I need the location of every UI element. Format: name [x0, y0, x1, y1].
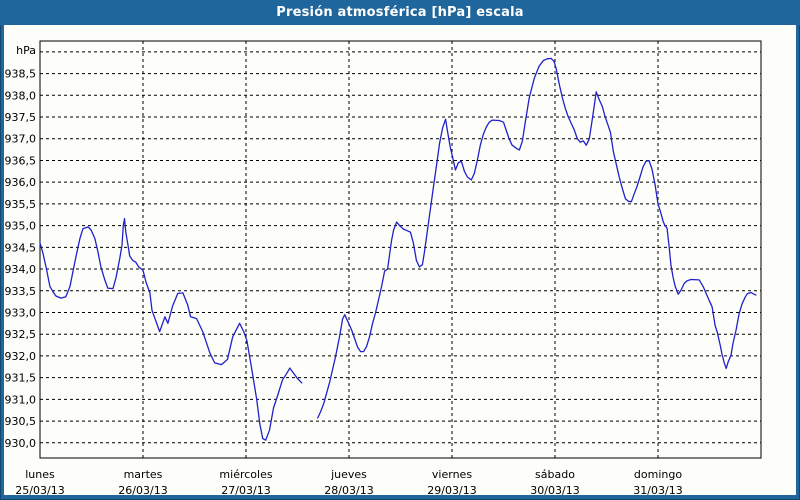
x-day-date: 29/03/13 — [427, 484, 476, 497]
y-tick-label: 931,0 — [5, 393, 37, 406]
y-tick-label: 938,5 — [5, 68, 37, 81]
window-titlebar: Presión atmosférica [hPa] escala — [0, 0, 800, 25]
y-tick-label: 937,0 — [5, 133, 37, 146]
x-day-name: jueves — [330, 468, 367, 481]
y-tick-label: 933,0 — [5, 306, 37, 319]
x-day-date: 28/03/13 — [324, 484, 373, 497]
x-day-date: 31/03/13 — [633, 484, 682, 497]
x-day-name: martes — [124, 468, 163, 481]
x-axis-labels: lunes 25/03/13 martes 26/03/13 miércoles 27/0… — [15, 468, 682, 497]
window-title: Presión atmosférica [hPa] escala — [276, 5, 524, 20]
x-day-date: 27/03/13 — [221, 484, 270, 497]
plot-border — [39, 40, 762, 459]
x-day-name: lunes — [25, 468, 55, 481]
y-tick-label: 930,0 — [5, 437, 37, 450]
y-tick-label: 930,5 — [5, 415, 37, 428]
x-day-date: 30/03/13 — [530, 484, 579, 497]
y-tick-label: 932,5 — [5, 328, 37, 341]
y-tick-label: 933,5 — [5, 285, 37, 298]
x-day-date: 25/03/13 — [15, 484, 64, 497]
y-tick-label: 935,0 — [5, 220, 37, 233]
x-day-name: domingo — [634, 468, 682, 481]
chart-area: 930,0 930,5 931,0 931,5 932,0 932,5 933,0 933,5… — [4, 25, 796, 497]
pressure-line — [39, 57, 757, 441]
y-tick-label: 936,5 — [5, 154, 37, 167]
x-day-name: sábado — [535, 468, 575, 481]
y-tick-label: 937,5 — [5, 111, 37, 124]
y-tick-label: 936,0 — [5, 176, 37, 189]
y-tick-label: 934,0 — [5, 263, 37, 276]
y-tick-label: 935,5 — [5, 198, 37, 211]
gridlines — [40, 41, 761, 458]
y-axis-unit-label: hPa — [16, 44, 36, 57]
y-tick-label: 931,5 — [5, 372, 37, 385]
x-day-date: 26/03/13 — [118, 484, 167, 497]
y-axis-labels: 930,0 930,5 931,0 931,5 932,0 932,5 933,0 933,5… — [5, 44, 37, 450]
x-day-name: viernes — [432, 468, 472, 481]
x-day-name: miércoles — [219, 468, 272, 481]
y-tick-label: 938,0 — [5, 89, 37, 102]
y-tick-label: 932,0 — [5, 350, 37, 363]
y-tick-label: 934,5 — [5, 241, 37, 254]
